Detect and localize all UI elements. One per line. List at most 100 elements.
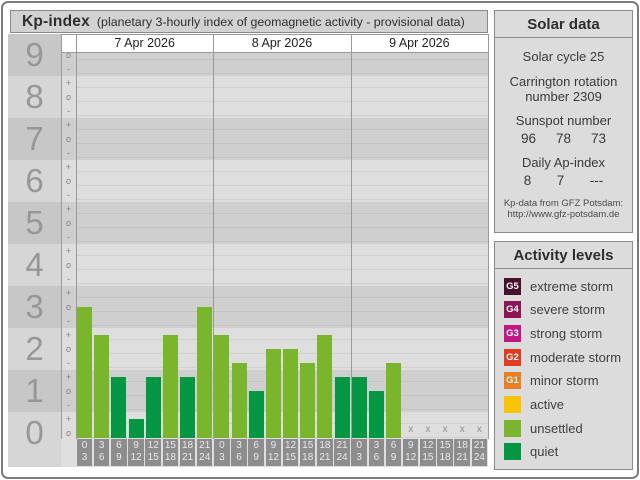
time-end: 15 — [422, 452, 434, 463]
time-end: 21 — [456, 452, 468, 463]
y-axis-number: 2 — [25, 330, 44, 367]
y-band-numbers — [8, 328, 61, 370]
solar-data-body: Solar cycle 25 Carrington rotation numbe… — [495, 38, 632, 232]
activity-level-row: G3 strong storm — [495, 324, 632, 342]
y-axis-number: 9 — [25, 36, 44, 73]
activity-level-row: quiet — [495, 443, 632, 461]
time-end: 6 — [236, 452, 242, 463]
solar-data-header: Solar data — [495, 11, 632, 38]
day-separator — [213, 34, 215, 439]
y-axis-tick: o — [65, 175, 71, 186]
time-end: 24 — [473, 452, 485, 463]
axis-line — [61, 34, 62, 439]
y-band-ticks — [61, 160, 76, 202]
y-band-numbers — [8, 202, 61, 244]
y-axis-tick: - — [67, 399, 70, 410]
y-axis-tick: + — [65, 371, 72, 382]
kp-bar — [162, 335, 178, 438]
time-start: 9 — [133, 440, 139, 451]
time-start: 12 — [284, 440, 297, 451]
activity-level-row: active — [495, 395, 632, 413]
time-start: 3 — [98, 440, 105, 451]
activity-label: quiet — [530, 444, 559, 460]
daily-ap-label: Daily Ap-index — [521, 155, 606, 171]
activity-chip: G2 — [504, 348, 521, 366]
activity-level-row: G5 extreme storm — [495, 277, 632, 295]
kp-bar — [180, 377, 195, 438]
time-start: 18 — [456, 440, 468, 451]
kp-bar — [128, 419, 144, 438]
activity-chip: G4 — [504, 301, 521, 319]
y-band-ticks — [61, 76, 76, 118]
time-start: 18 — [319, 440, 331, 451]
carrington-rotation: Carrington rotation number 2309 — [509, 73, 618, 104]
y-axis-tick: + — [65, 119, 72, 130]
time-start: 21 — [473, 440, 485, 451]
y-axis-tick: o — [65, 217, 71, 228]
y-band-numbers — [8, 244, 61, 286]
y-axis-number: 4 — [25, 246, 44, 283]
time-end: 24 — [336, 452, 348, 463]
time-end: 3 — [81, 452, 88, 463]
time-end: 18 — [164, 452, 176, 463]
time-slot-label: 12 15 — [145, 439, 161, 466]
date-header: 8 Apr 2026 — [251, 36, 313, 50]
y-band-plot — [76, 160, 488, 202]
kp-bar — [231, 363, 247, 438]
y-axis-tick: o — [65, 259, 71, 270]
y-band-numbers — [8, 412, 61, 467]
kp-bar — [248, 391, 264, 438]
y-axis-tick: + — [65, 245, 72, 256]
time-end: 18 — [439, 452, 451, 463]
y-band-ticks — [61, 412, 76, 467]
y-axis-tick: - — [67, 63, 70, 74]
activity-levels-panel: Activity levels G5 extreme storm G4 severe … — [494, 241, 633, 470]
time-end: 21 — [319, 452, 331, 463]
time-end: 12 — [405, 452, 417, 463]
sunspot-values: 96 78 73 — [495, 131, 632, 146]
time-end: 3 — [356, 452, 362, 463]
missing-data-marker: x — [476, 424, 482, 435]
y-axis-tick: o — [65, 49, 71, 60]
activity-levels-list: G5 extreme storm G4 severe storm G3 strong st… — [495, 269, 632, 469]
time-start: 18 — [181, 440, 194, 451]
plot-gridlines — [76, 52, 488, 438]
time-slot-label: 15 18 — [162, 439, 179, 466]
y-band-ticks — [61, 52, 76, 76]
time-end: 9 — [253, 452, 259, 463]
chart-subtitle: (planetary 3-hourly index of geomagnetic… — [96, 14, 465, 29]
time-start: 3 — [373, 440, 380, 451]
time-slot-label: 15 18 — [437, 439, 453, 466]
time-end: 9 — [390, 452, 397, 463]
time-slot-label: 21 24 — [471, 439, 488, 466]
activity-label: extreme storm — [530, 278, 614, 294]
activity-level-row: unsettled — [495, 419, 632, 437]
time-start: 3 — [236, 440, 242, 451]
y-band-plot — [76, 328, 488, 370]
y-axis-tick: + — [65, 287, 72, 298]
daily-ap-value: 7 — [556, 173, 565, 189]
time-start: 12 — [147, 440, 159, 451]
y-band-ticks — [61, 118, 76, 160]
time-slot-label: 21 24 — [334, 439, 350, 466]
time-start: 21 — [336, 440, 348, 451]
time-end: 6 — [98, 452, 105, 463]
y-axis-tick: + — [65, 203, 72, 214]
daily-ap-group: Daily Ap-index 8 7 --- — [495, 155, 632, 188]
chart-title-bar: Kp-index (planetary 3-hourly index of ge… — [10, 10, 488, 33]
y-axis-tick: - — [67, 147, 70, 158]
activity-label: strong storm — [530, 325, 603, 341]
time-end: 6 — [373, 452, 380, 463]
data-source-line1: Kp-data from GFZ Potsdam: — [503, 197, 624, 209]
y-band-plot — [76, 76, 488, 118]
y-band-numbers — [8, 286, 61, 328]
time-end: 15 — [284, 452, 297, 463]
y-band-numbers — [8, 370, 61, 412]
y-axis-tick: - — [67, 189, 70, 200]
sunspot-value: 78 — [555, 130, 572, 146]
time-start: 9 — [407, 440, 414, 451]
